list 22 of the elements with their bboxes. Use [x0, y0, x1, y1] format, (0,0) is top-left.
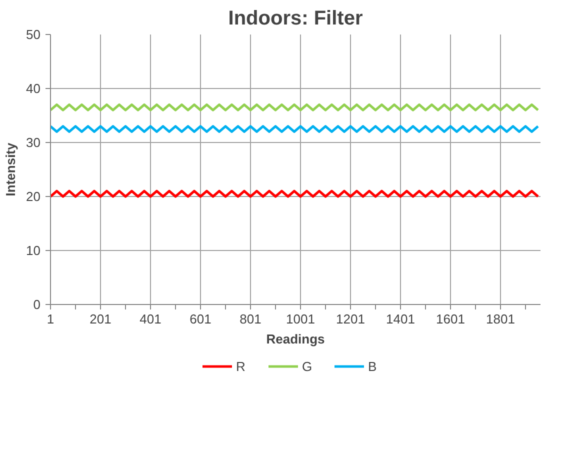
x-tick-label: 201 — [90, 312, 112, 326]
x-tick-label: 1601 — [436, 312, 465, 326]
x-tick-label: 601 — [190, 312, 212, 326]
y-tick-label: 0 — [33, 297, 41, 312]
x-tick-label: 1801 — [486, 312, 515, 326]
x-tick-label: 1401 — [386, 312, 415, 326]
y-tick-label: 40 — [26, 81, 41, 96]
legend-label: R — [236, 358, 246, 374]
y-tick-label: 50 — [26, 27, 41, 42]
y-tick-label: 20 — [26, 189, 41, 204]
legend-label: G — [302, 358, 314, 374]
x-tick-label: 801 — [240, 312, 262, 326]
y-axis-title: Intensity — [3, 142, 18, 196]
y-tick-label: 10 — [26, 243, 41, 258]
legend-label: B — [368, 358, 378, 374]
x-tick-label: 1201 — [336, 312, 365, 326]
x-tick-label: 1 — [46, 312, 54, 326]
x-tick-label: 401 — [140, 312, 162, 326]
x-axis-title: Readings — [266, 332, 325, 346]
x-tick-label: 1001 — [286, 312, 315, 326]
y-tick-label: 30 — [26, 135, 41, 150]
chart-title: Indoors: Filter — [228, 8, 363, 30]
